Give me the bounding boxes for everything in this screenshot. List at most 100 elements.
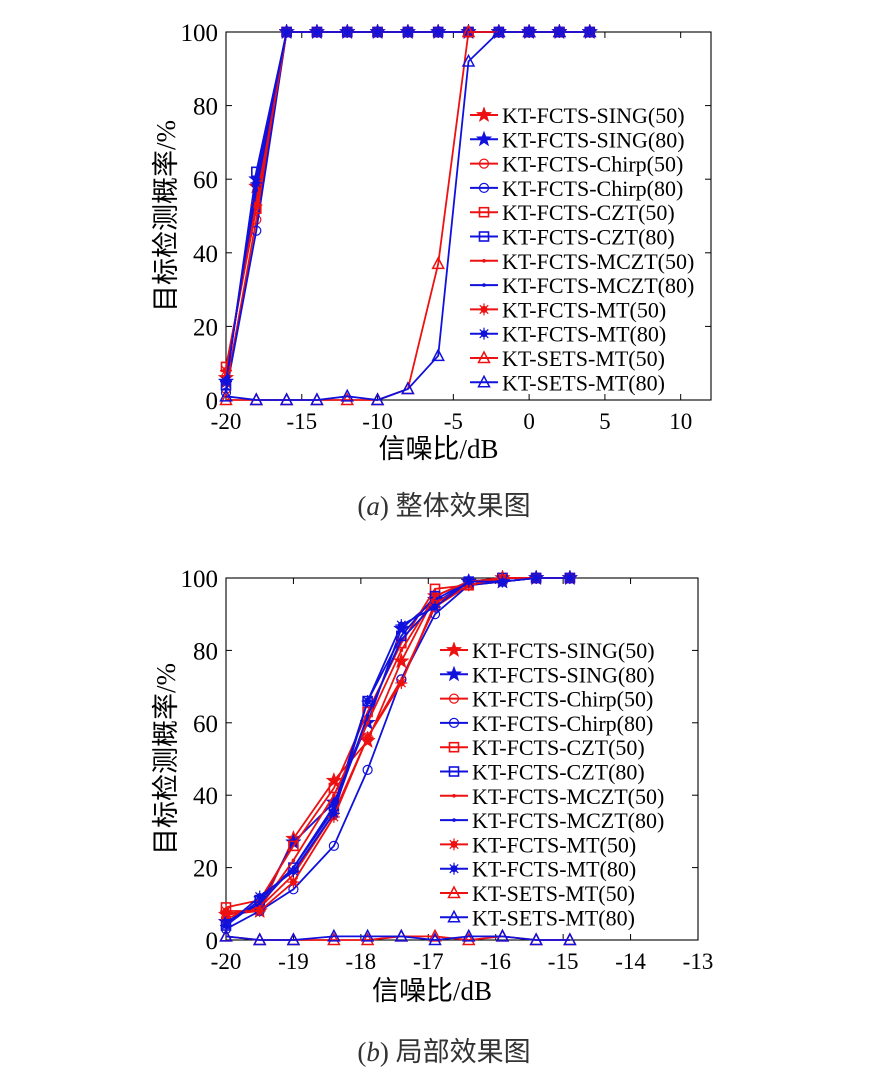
- legend-marker: [478, 231, 490, 242]
- y-tick-label: 40: [193, 241, 218, 268]
- legend-marker: [448, 717, 460, 729]
- data-point: [220, 364, 232, 377]
- data-point: [429, 583, 441, 595]
- data-point: [399, 637, 404, 642]
- x-tick-label: -18: [346, 949, 377, 974]
- legend-label: KT-FCTS-CZT(80): [472, 760, 645, 785]
- data-point: [360, 932, 375, 946]
- legend-label: KT-FCTS-MT(80): [502, 322, 666, 347]
- caption-a: (a) 整体效果图: [357, 491, 531, 521]
- data-point: [428, 932, 442, 946]
- legend-marker: [448, 766, 460, 777]
- x-axis-label: 信噪比/dB: [372, 976, 492, 1006]
- data-point: [287, 876, 300, 889]
- legend-marker: [448, 741, 460, 753]
- data-point: [362, 764, 373, 775]
- data-point: [365, 713, 370, 718]
- data-point: [253, 905, 266, 918]
- data-point: [340, 388, 354, 402]
- legend-marker: [445, 641, 463, 658]
- legend-label: KT-SETS-MT(50): [502, 346, 665, 371]
- legend-label: KT-FCTS-CZT(50): [472, 735, 645, 760]
- legend-label: KT-SETS-MT(80): [472, 905, 635, 930]
- data-point: [462, 575, 475, 588]
- data-point: [310, 392, 324, 406]
- y-tick-label: 0: [206, 388, 219, 415]
- y-tick-label: 100: [181, 20, 219, 47]
- data-point: [431, 256, 445, 270]
- legend-marker: [477, 374, 491, 388]
- x-tick-label: -20: [211, 409, 242, 434]
- legend-marker: [478, 182, 490, 193]
- legend-label: KT-SETS-MT(50): [472, 881, 635, 906]
- legend-marker: [475, 130, 493, 147]
- x-tick-label: -5: [444, 409, 463, 434]
- data-point: [395, 619, 408, 632]
- legend-marker: [475, 106, 493, 123]
- legend-label: KT-FCTS-SING(80): [472, 662, 655, 687]
- chart-panel-2: 0 20 40 60 80 100 -20 -19 -18 -17 -16 -15 -14 -13 信噪比/…: [151, 566, 713, 1006]
- data-point: [495, 928, 510, 942]
- data-point: [279, 392, 294, 406]
- legend-label: KT-FCTS-Chirp(50): [472, 687, 653, 712]
- data-point: [220, 919, 232, 932]
- data-point: [563, 572, 576, 584]
- legend-label: KT-FCTS-Chirp(80): [472, 711, 653, 736]
- legend-marker: [448, 693, 460, 704]
- data-point: [393, 652, 410, 669]
- x-tick-label: -20: [211, 949, 242, 974]
- y-tick-label: 60: [193, 167, 218, 194]
- legend-label: KT-FCTS-SING(80): [502, 127, 685, 152]
- data-point: [399, 648, 404, 653]
- data-point: [401, 381, 415, 395]
- data-point: [219, 392, 233, 406]
- legend-label: KT-FCTS-MCZT(50): [472, 784, 664, 809]
- data-point: [370, 392, 385, 406]
- data-point: [328, 840, 339, 851]
- data-point: [432, 26, 445, 38]
- data-point: [219, 388, 233, 402]
- data-point: [563, 932, 577, 946]
- legend-marker: [452, 794, 456, 798]
- x-tick-label: -10: [362, 409, 393, 434]
- y-tick-label: 60: [193, 711, 218, 738]
- caption-b: (b) 局部效果图: [357, 1037, 531, 1067]
- legend-label: KT-FCTS-MCZT(80): [502, 273, 694, 298]
- x-tick-label: -14: [615, 949, 646, 974]
- y-tick-label: 80: [193, 94, 218, 121]
- legend-marker: [482, 283, 486, 287]
- legend-label: KT-FCTS-MT(80): [472, 857, 636, 882]
- y-axis-label: 目标检测概率/%: [151, 120, 181, 312]
- series-10: [220, 572, 576, 932]
- data-point: [250, 176, 263, 189]
- series-line: [225, 935, 570, 941]
- y-tick-label: 100: [181, 566, 219, 593]
- legend-label: KT-FCTS-SING(50): [472, 638, 655, 663]
- data-point: [433, 594, 437, 598]
- data-point: [552, 24, 567, 38]
- legend-label: KT-SETS-MT(80): [502, 370, 665, 395]
- y-axis-label: 目标检测概率/%: [151, 663, 181, 855]
- data-point: [332, 793, 336, 797]
- data-point: [310, 26, 323, 38]
- data-point: [291, 858, 296, 863]
- data-point: [327, 932, 341, 946]
- data-point: [429, 600, 442, 613]
- y-tick-label: 80: [193, 638, 218, 665]
- x-tick-label: -16: [480, 949, 511, 974]
- data-point: [250, 198, 263, 211]
- data-point: [529, 932, 543, 946]
- legend-marker: [478, 206, 490, 218]
- legend-label: KT-FCTS-CZT(50): [502, 200, 675, 225]
- data-point: [327, 807, 340, 820]
- legend-marker: [478, 303, 490, 316]
- legend-marker: [478, 158, 490, 169]
- legend-label: KT-FCTS-MT(50): [502, 297, 666, 322]
- series-12: [219, 928, 577, 946]
- data-point: [220, 375, 232, 388]
- legend-marker: [477, 350, 491, 364]
- x-axis-label: 信噪比/dB: [378, 434, 498, 464]
- data-point: [365, 721, 370, 725]
- legend-marker: [445, 665, 463, 682]
